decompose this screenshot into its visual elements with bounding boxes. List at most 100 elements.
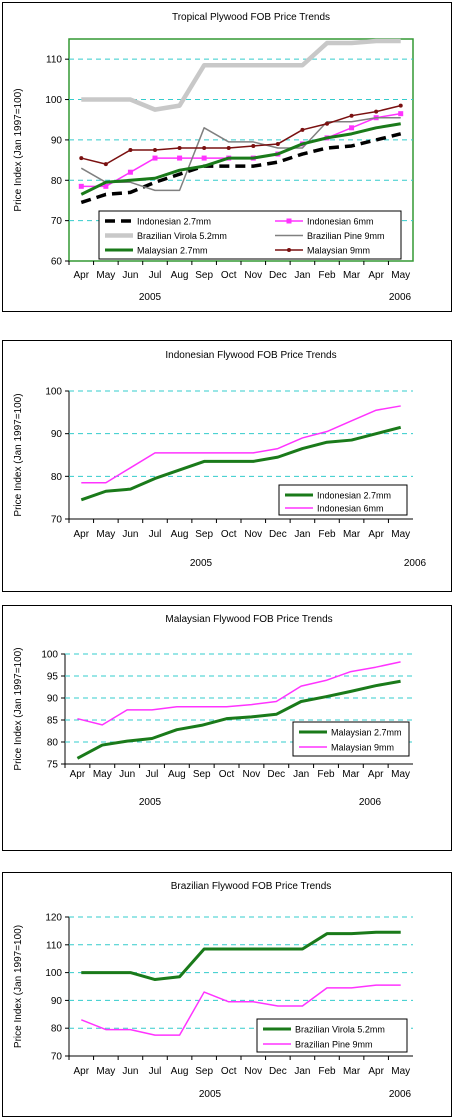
- x-year-label: 2006: [389, 1089, 412, 1100]
- x-tick-label: Feb: [317, 769, 335, 780]
- chart-panel-tropical: Tropical Plywood FOB Price Trends 60 70 80 9…: [2, 2, 452, 312]
- series-line: [77, 661, 401, 726]
- legend-marker: [287, 248, 291, 252]
- y-tick-label: 100: [45, 387, 62, 398]
- y-tick-label: 100: [41, 650, 58, 661]
- series-line: [81, 104, 401, 165]
- x-tick-label: Aug: [171, 270, 189, 281]
- data-point: [300, 127, 305, 132]
- x-tick-label: May: [93, 769, 112, 780]
- chart-title: Brazilian Flywood FOB Price Trends: [171, 881, 332, 892]
- x-tick-label: Apr: [74, 270, 90, 281]
- chart-malaysian: Malaysian Flywood FOB Price Trends 75 80 85…: [13, 614, 413, 808]
- legend-label: Indonesian 6mm: [307, 217, 374, 227]
- y-tick-label: 90: [51, 135, 63, 146]
- data-point: [374, 109, 379, 114]
- x-tick-label: Sep: [195, 1066, 213, 1077]
- data-point: [398, 111, 404, 117]
- x-tick-label: May: [391, 270, 410, 281]
- x-tick-label: Dec: [269, 529, 287, 540]
- y-tick-label: 80: [47, 738, 59, 749]
- data-point: [349, 113, 354, 118]
- x-tick-label: May: [391, 529, 410, 540]
- legend-label: Indonesian 2.7mm: [137, 217, 211, 227]
- legend-label: Malaysian 2.7mm: [137, 246, 208, 256]
- x-tick-label: Sep: [193, 769, 211, 780]
- x-tick-label: Sep: [195, 270, 213, 281]
- x-tick-label: Jun: [122, 1066, 138, 1077]
- x-tick-label: May: [391, 769, 410, 780]
- legend-label: Brazilian Virola 5.2mm: [295, 1025, 385, 1035]
- chart-tropical: Tropical Plywood FOB Price Trends 60 70 80 9…: [13, 12, 414, 303]
- y-tick-label: 100: [45, 968, 62, 979]
- series-line: [76, 679, 401, 760]
- x-tick-label: Aug: [171, 1066, 189, 1077]
- x-tick-label: May: [96, 1066, 115, 1077]
- y-axis-label: Price Index (Jan 1997=100): [13, 88, 24, 211]
- x-year-label: 2005: [139, 797, 162, 808]
- series-line: [81, 984, 401, 1036]
- x-tick-label: Oct: [219, 769, 235, 780]
- legend-marker: [286, 218, 292, 224]
- legend-label: Indonesian 2.7mm: [317, 491, 391, 501]
- legend-label: Indonesian 6mm: [317, 504, 384, 514]
- data-point: [128, 148, 133, 152]
- x-tick-label: Apr: [368, 529, 384, 540]
- x-tick-label: Nov: [244, 1066, 262, 1077]
- legend-label: Malaysian 2.7mm: [331, 728, 402, 738]
- x-year-label: 2006: [389, 292, 412, 303]
- legend-box: [256, 1018, 408, 1053]
- x-tick-label: Mar: [342, 769, 360, 780]
- series-line: [81, 930, 401, 982]
- x-tick-label: Dec: [267, 769, 285, 780]
- x-tick-label: Oct: [221, 270, 237, 281]
- y-tick-label: 60: [51, 257, 63, 268]
- x-year-label: 2005: [190, 558, 213, 569]
- x-year-label: 2005: [199, 1089, 222, 1100]
- x-tick-label: Apr: [368, 270, 384, 281]
- x-tick-label: Mar: [343, 1066, 361, 1077]
- y-tick-label: 120: [45, 913, 62, 924]
- y-tick-label: 70: [51, 1052, 63, 1063]
- x-tick-label: Feb: [318, 529, 336, 540]
- legend-box: [292, 721, 410, 757]
- x-tick-label: Nov: [244, 270, 262, 281]
- y-tick-label: 95: [47, 672, 59, 683]
- chart-title: Tropical Plywood FOB Price Trends: [172, 12, 330, 23]
- chart-title: Malaysian Flywood FOB Price Trends: [165, 614, 332, 625]
- y-tick-label: 80: [51, 176, 63, 187]
- data-point: [103, 162, 108, 167]
- chart-title: Indonesian Flywood FOB Price Trends: [165, 350, 336, 361]
- data-point: [153, 148, 157, 152]
- x-tick-label: Jul: [149, 270, 162, 281]
- y-tick-label: 80: [51, 1024, 63, 1035]
- series-line: [80, 132, 402, 205]
- data-point: [127, 169, 133, 175]
- x-tick-label: Apr: [74, 529, 90, 540]
- y-tick-label: 100: [45, 95, 62, 106]
- legend-label: Brazilian Pine 9mm: [307, 231, 385, 241]
- x-tick-label: Feb: [318, 1066, 336, 1077]
- x-tick-label: Jun: [122, 529, 138, 540]
- chart-panel-indonesian: Indonesian Flywood FOB Price Trends 70 80 9…: [2, 340, 452, 592]
- x-tick-label: Dec: [269, 1066, 287, 1077]
- y-tick-label: 90: [51, 996, 63, 1007]
- y-tick-label: 70: [51, 515, 63, 526]
- x-tick-label: Dec: [269, 270, 287, 281]
- y-axis-label: Price Index (Jan 1997=100): [13, 393, 24, 516]
- legend-label: Malaysian 9mm: [307, 246, 370, 256]
- data-point: [226, 145, 231, 150]
- x-year-label: 2005: [139, 292, 162, 303]
- chart-panel-malaysian: Malaysian Flywood FOB Price Trends 75 80 85…: [2, 605, 452, 851]
- series-line: [80, 425, 402, 502]
- x-tick-label: Oct: [221, 529, 237, 540]
- x-tick-label: Jan: [294, 270, 310, 281]
- chart-panel-brazilian: Brazilian Flywood FOB Price Trends 70 80 90…: [2, 872, 452, 1117]
- legend-label: Malaysian 9mm: [331, 743, 394, 753]
- y-tick-label: 80: [51, 472, 63, 483]
- x-tick-label: Apr: [368, 1066, 384, 1077]
- data-point: [177, 155, 183, 161]
- chart-brazilian: Brazilian Flywood FOB Price Trends 70 80 90…: [13, 881, 413, 1100]
- y-tick-label: 110: [46, 55, 62, 66]
- x-tick-label: Jan: [294, 1066, 310, 1077]
